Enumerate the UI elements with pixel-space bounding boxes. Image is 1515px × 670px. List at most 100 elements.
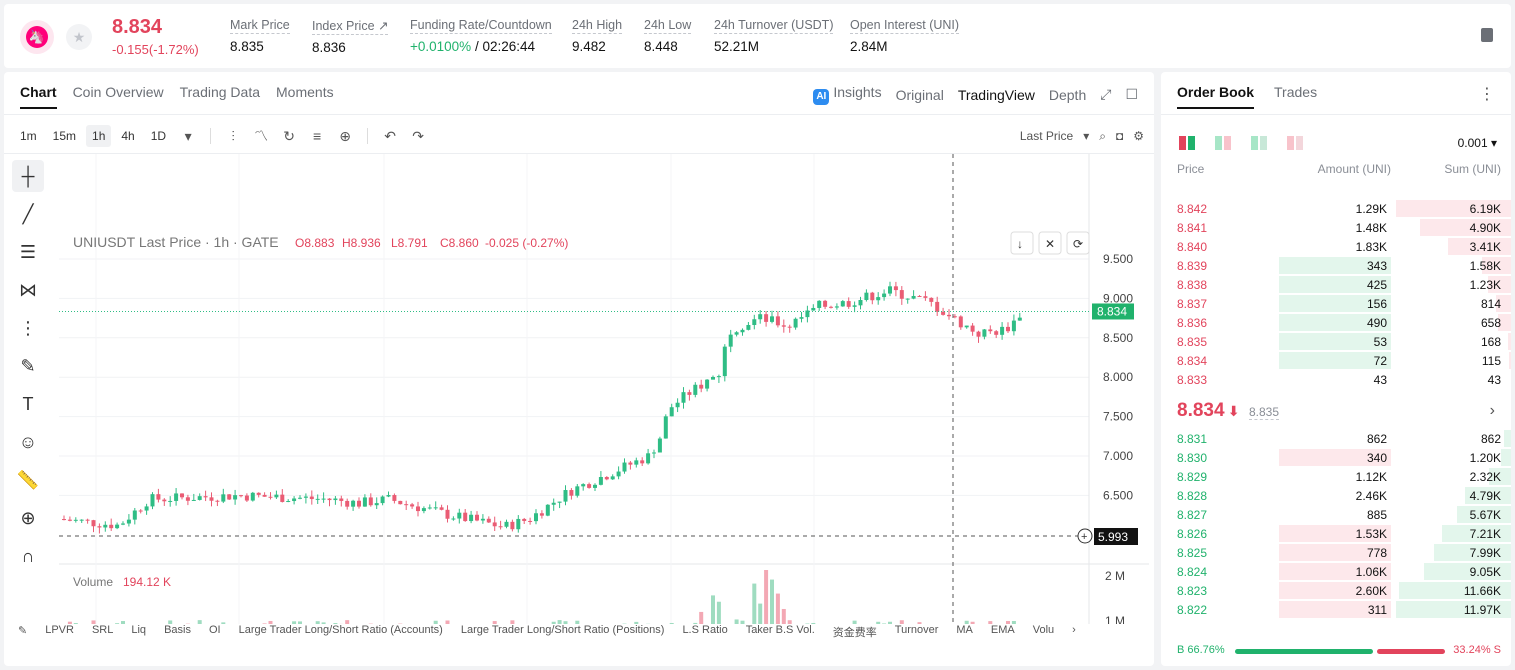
orderbook-row[interactable]: 8.838 425 1.23K bbox=[1161, 275, 1511, 294]
tab-trading-data[interactable]: Trading Data bbox=[179, 84, 261, 100]
replay-icon[interactable]: ↻ bbox=[283, 127, 295, 144]
magnet-tool-icon[interactable]: ∩ bbox=[21, 545, 35, 566]
bids-only-icon[interactable] bbox=[1215, 136, 1231, 150]
chevron-down-icon[interactable]: ▾ bbox=[1083, 129, 1090, 143]
orderbook-row[interactable]: 8.835 53 168 bbox=[1161, 332, 1511, 351]
tab-coin-overview[interactable]: Coin Overview bbox=[72, 84, 164, 100]
precision-select[interactable]: 0.001 ▾ bbox=[1457, 136, 1497, 150]
more-icon[interactable]: ⋮ bbox=[1479, 86, 1495, 103]
window-icon[interactable]: ☐ bbox=[1125, 86, 1138, 102]
undo-icon[interactable]: ↶ bbox=[384, 127, 396, 144]
indicator-2[interactable]: Liq bbox=[131, 624, 147, 636]
orderbook-row[interactable]: 8.831 862 862 bbox=[1161, 429, 1511, 448]
indicators-icon[interactable]: 〽 bbox=[254, 128, 269, 144]
indicator-13[interactable]: Volu bbox=[1032, 624, 1055, 636]
crosshair-tool-icon[interactable]: ┼ bbox=[12, 160, 44, 192]
orderbook-row[interactable]: 8.840 1.83K 3.41K bbox=[1161, 237, 1511, 256]
indicator-3[interactable]: Basis bbox=[164, 624, 191, 636]
orderbook-row[interactable]: 8.830 340 1.20K bbox=[1161, 448, 1511, 467]
chevron-right-icon[interactable]: › bbox=[1489, 402, 1495, 419]
view-tab-tradingview[interactable]: TradingView bbox=[958, 87, 1035, 103]
interval-1d[interactable]: 1D bbox=[150, 129, 167, 143]
camera-icon[interactable]: ◘ bbox=[1115, 129, 1124, 143]
candle-type-icon[interactable]: ⫶ bbox=[231, 127, 235, 144]
ruler-tool-icon[interactable]: 📏 bbox=[16, 469, 40, 490]
indicator-9[interactable]: 资金费率 bbox=[832, 627, 877, 639]
legend-button-icon[interactable]: ↓ bbox=[1017, 237, 1023, 251]
zoom-tool-icon[interactable]: ⊕ bbox=[20, 507, 36, 528]
asks-view-icon[interactable] bbox=[1287, 136, 1303, 150]
add-alert-icon[interactable] bbox=[1077, 528, 1093, 544]
orderbook-row[interactable]: 8.841 1.48K 4.90K bbox=[1161, 218, 1511, 237]
orderbook-row[interactable]: 8.825 778 7.99K bbox=[1161, 543, 1511, 562]
orderbook-row[interactable]: 8.822 311 11.97K bbox=[1161, 600, 1511, 619]
indicator-7[interactable]: L.S Ratio bbox=[682, 624, 728, 636]
trend-line-tool-icon[interactable]: ╱ bbox=[22, 203, 34, 224]
pattern-tool-icon[interactable]: ⋈ bbox=[19, 279, 37, 300]
indicator-1[interactable]: SRL bbox=[91, 624, 114, 636]
prediction-tool-icon[interactable]: ⋮ bbox=[19, 317, 37, 338]
tab-trades[interactable]: Trades bbox=[1274, 84, 1318, 100]
both-sides-icon[interactable] bbox=[1179, 136, 1195, 150]
candlestick-chart[interactable]: 1415161718199.5009.0008.5008.0007.5007.0… bbox=[59, 154, 1154, 624]
orderbook-row[interactable]: 8.824 1.06K 9.05K bbox=[1161, 562, 1511, 581]
indicator-5[interactable]: Large Trader Long/Short Ratio (Accounts) bbox=[238, 624, 443, 636]
interval-1m[interactable]: 1m bbox=[20, 129, 37, 143]
legend-button[interactable] bbox=[1010, 231, 1034, 255]
tab-moments[interactable]: Moments bbox=[276, 84, 334, 100]
orderbook-row[interactable]: 8.823 2.60K 11.66K bbox=[1161, 581, 1511, 600]
orderbook-row[interactable]: 8.839 343 1.58K bbox=[1161, 256, 1511, 275]
legend-button[interactable] bbox=[1066, 231, 1090, 255]
stat-label[interactable]: 24h High bbox=[572, 18, 623, 34]
emoji-tool-icon[interactable]: ☺ bbox=[18, 431, 38, 452]
fib-tool-icon[interactable]: ☰ bbox=[19, 241, 37, 262]
favorite-star-icon[interactable]: ★ bbox=[66, 24, 92, 50]
view-tab-original[interactable]: Original bbox=[896, 87, 944, 103]
edit-icon[interactable]: ✎ bbox=[18, 625, 28, 637]
asks-only-icon[interactable] bbox=[1251, 136, 1267, 150]
indicator-0[interactable]: LPVR bbox=[45, 624, 74, 636]
plus-icon[interactable]: + bbox=[1081, 531, 1087, 543]
orderbook-row[interactable]: 8.828 2.46K 4.79K bbox=[1161, 486, 1511, 505]
orderbook-row[interactable]: 8.834 72 115 bbox=[1161, 351, 1511, 370]
interval-15m[interactable]: 15m bbox=[52, 129, 77, 143]
text-tool-icon[interactable]: T bbox=[22, 393, 34, 414]
gear-icon[interactable]: ⚙ bbox=[1133, 129, 1144, 143]
notes-icon[interactable] bbox=[1481, 28, 1493, 42]
orderbook-row[interactable]: 8.836 490 658 bbox=[1161, 313, 1511, 332]
brush-tool-icon[interactable]: ✎ bbox=[20, 355, 36, 376]
interval-1h[interactable]: 1h bbox=[86, 125, 112, 147]
templates-icon[interactable]: ≡ bbox=[312, 128, 322, 144]
orderbook-row[interactable]: 8.827 885 5.67K bbox=[1161, 505, 1511, 524]
stat-label[interactable]: 24h Turnover (USDT) bbox=[714, 18, 834, 34]
legend-button-icon[interactable]: ⟳ bbox=[1073, 237, 1083, 251]
stat-label[interactable]: Funding Rate/Countdown bbox=[410, 18, 552, 34]
orderbook-row[interactable]: 8.842 1.29K 6.19K bbox=[1161, 199, 1511, 218]
chevron-right-icon[interactable]: › bbox=[1072, 624, 1076, 636]
stat-label[interactable]: Open Interest (UNI) bbox=[850, 18, 960, 34]
indicator-10[interactable]: Turnover bbox=[894, 624, 939, 636]
legend-button[interactable] bbox=[1038, 231, 1062, 255]
chevron-down-icon[interactable]: ▾ bbox=[184, 127, 192, 144]
interval-4h[interactable]: 4h bbox=[121, 129, 135, 143]
view-tab-depth[interactable]: Depth bbox=[1049, 87, 1086, 103]
redo-icon[interactable]: ↷ bbox=[412, 127, 424, 144]
stat-label[interactable]: Index Price ↗ bbox=[312, 19, 389, 35]
indicator-6[interactable]: Large Trader Long/Short Ratio (Positions… bbox=[460, 624, 665, 636]
search-icon[interactable]: ⌕ bbox=[1099, 128, 1106, 143]
indicator-11[interactable]: MA bbox=[956, 624, 973, 636]
last-price-select[interactable]: Last Price bbox=[1019, 129, 1074, 143]
tab-order-book[interactable]: Order Book bbox=[1177, 84, 1255, 109]
orderbook-row[interactable]: 8.837 156 814 bbox=[1161, 294, 1511, 313]
indicator-4[interactable]: OI bbox=[208, 624, 221, 636]
stat-label[interactable]: 24h Low bbox=[644, 18, 692, 34]
orderbook-row[interactable]: 8.833 43 43 bbox=[1161, 370, 1511, 389]
indicator-12[interactable]: EMA bbox=[990, 624, 1015, 636]
legend-button-icon[interactable]: ✕ bbox=[1045, 237, 1055, 251]
orderbook-row[interactable]: 8.826 1.53K 7.21K bbox=[1161, 524, 1511, 543]
indicator-8[interactable]: Taker B.S Vol. bbox=[745, 624, 815, 636]
expand-icon[interactable]: ⤢ bbox=[1100, 86, 1112, 102]
orderbook-row[interactable]: 8.829 1.12K 2.32K bbox=[1161, 467, 1511, 486]
stat-label[interactable]: Mark Price bbox=[230, 18, 290, 34]
tab-chart[interactable]: Chart bbox=[20, 84, 57, 109]
